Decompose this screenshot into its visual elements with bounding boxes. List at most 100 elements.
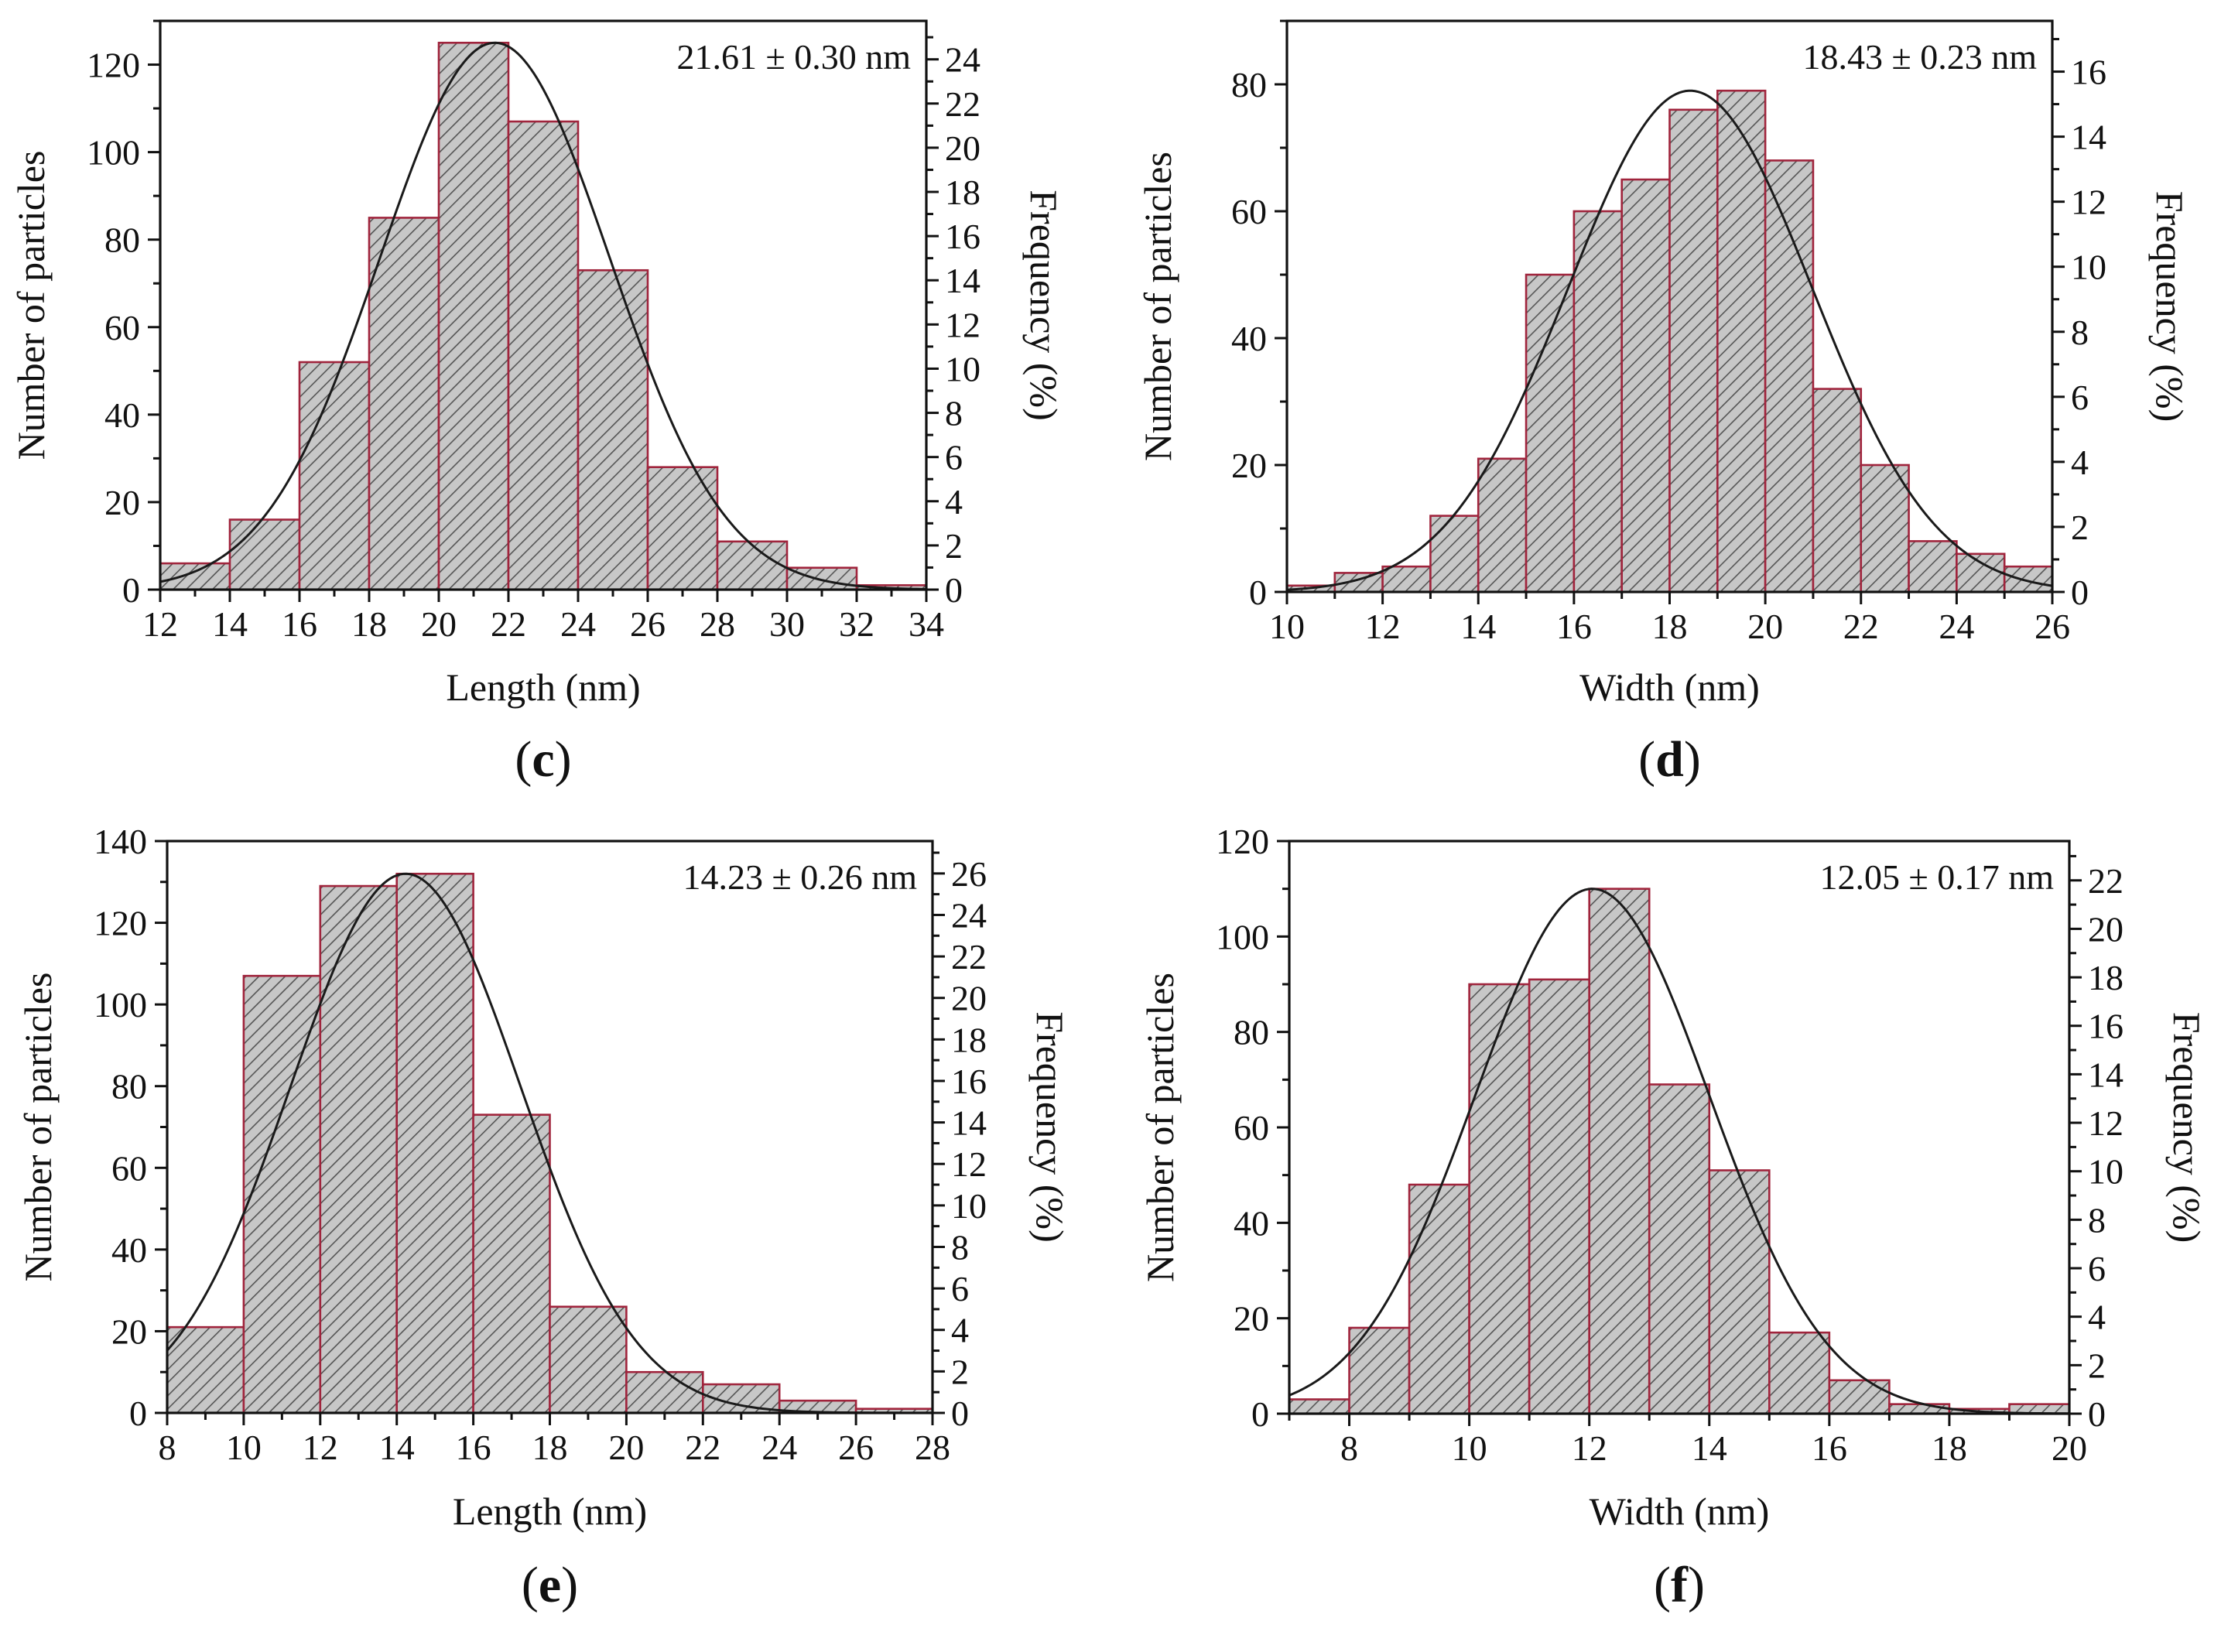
x-tick-label: 26 [2034,607,2070,646]
y2-tick-label: 12 [2088,1103,2123,1143]
histogram-bar [1668,108,1719,593]
histogram-bar [1408,1183,1470,1415]
y-tick-label: 20 [1234,1299,1269,1339]
y-tick-label: 80 [104,221,140,260]
histogram-bar [1888,1403,1951,1415]
panel-label: (d) [1638,731,1701,788]
x-tick-label: 30 [769,604,805,644]
y2-tick-label: 24 [951,895,987,935]
y2-tick-label: 16 [945,217,980,256]
y-axis-title: Number of particles [1136,152,1179,461]
panel-label-close-paren: ) [1688,1557,1705,1613]
y-tick-label: 40 [111,1230,147,1270]
x-tick-label: 34 [909,604,944,644]
panel-label: (e) [522,1557,578,1613]
x-tick-label: 10 [226,1428,262,1467]
y-axis-title: Number of particles [1138,973,1182,1282]
y2-axis-title: Frequency (%) [1022,190,1066,421]
y-tick-label: 20 [1231,446,1267,485]
histogram-bar [716,540,789,591]
y-tick-label: 40 [1231,319,1267,358]
panel-label: (c) [515,731,571,788]
histogram-bar [298,361,371,591]
y-tick-label: 40 [104,395,140,435]
x-tick-label: 22 [685,1428,720,1467]
x-tick-label: 18 [1652,607,1688,646]
y2-tick-label: 8 [945,394,963,433]
x-tick-label: 20 [1747,607,1783,646]
x-axis-title: Length (nm) [453,1490,647,1533]
histogram-bar [1620,178,1671,593]
x-tick-label: 24 [761,1428,797,1467]
chart-panel-e: 8 10 12 14 16 18 20 22 24 26 280204060801001201400… [16,822,1072,1613]
y2-tick-label: 22 [2088,861,2123,901]
histogram-bar [1525,273,1576,593]
x-tick-label: 10 [1452,1428,1487,1468]
histogram-bar [319,884,398,1414]
y2-tick-label: 0 [951,1394,969,1433]
x-tick-label: 28 [915,1428,950,1467]
panel-label-open-paren: ( [522,1557,539,1613]
histogram-bar [577,268,649,591]
y2-tick-label: 20 [2088,909,2123,949]
histogram-bar [1908,540,1958,593]
x-tick-label: 26 [838,1428,874,1467]
gaussian-fit-curve [159,41,927,590]
mean-size-annotation: 21.61 ± 0.30 nm [676,37,911,77]
x-tick-label: 16 [456,1428,491,1467]
histogram-bar [1468,983,1531,1415]
histogram-bar [625,1370,704,1414]
x-tick-label: 14 [1692,1428,1727,1468]
histogram-bar [395,872,474,1414]
x-tick-label: 24 [560,604,596,644]
x-tick-label: 24 [1939,607,1974,646]
histogram-bar [1477,457,1528,593]
y2-tick-label: 20 [945,128,980,168]
y2-tick-label: 18 [945,173,980,212]
y-tick-label: 20 [104,483,140,522]
histogram-bar [242,974,322,1414]
x-tick-label: 14 [1460,607,1496,646]
y-tick-label: 80 [1234,1013,1269,1052]
y2-tick-label: 24 [945,40,980,80]
histogram-bar [549,1305,628,1414]
y2-tick-label: 10 [2088,1152,2123,1192]
y-tick-label: 60 [1234,1108,1269,1148]
chart-panel-c: 12 14 16 18 20 22 24 26 28 30 32 340204060801001200… [9,19,1066,788]
y2-tick-label: 14 [951,1103,987,1143]
x-tick-label: 22 [491,604,526,644]
y-tick-label: 120 [1216,822,1269,861]
y2-tick-label: 10 [2071,248,2106,287]
y-tick-label: 60 [111,1148,147,1188]
y2-tick-label: 16 [951,1062,987,1101]
x-tick-label: 18 [1932,1428,1967,1468]
histogram-bar [1956,552,2006,593]
x-tick-label: 28 [700,604,735,644]
x-tick-label: 32 [839,604,874,644]
panel-label-letter: d [1655,731,1684,788]
histogram-bar [1381,565,1432,593]
y2-tick-label: 0 [2088,1394,2106,1434]
x-tick-label: 12 [303,1428,338,1467]
histogram-bar [1716,89,1767,593]
y-tick-label: 0 [122,570,140,610]
y-axis-title: Number of particles [9,151,53,460]
y2-tick-label: 18 [951,1020,987,1059]
histogram-bar [1572,210,1623,593]
panel-label-letter: f [1671,1557,1689,1613]
x-tick-label: 16 [1556,607,1592,646]
y-tick-label: 60 [1231,192,1267,231]
panel-label-close-paren: ) [1684,731,1701,788]
mean-size-annotation: 14.23 ± 0.26 nm [683,857,917,897]
y2-tick-label: 2 [945,526,963,566]
y2-tick-label: 0 [2071,573,2089,612]
histogram-bar [1528,978,1590,1415]
x-tick-label: 16 [282,604,317,644]
y2-tick-label: 0 [945,570,963,610]
y2-tick-label: 26 [951,854,987,894]
x-axis-title: Width (nm) [1579,665,1760,709]
x-tick-label: 20 [421,604,457,644]
y-tick-label: 120 [87,46,140,85]
y2-tick-label: 4 [2071,443,2089,482]
